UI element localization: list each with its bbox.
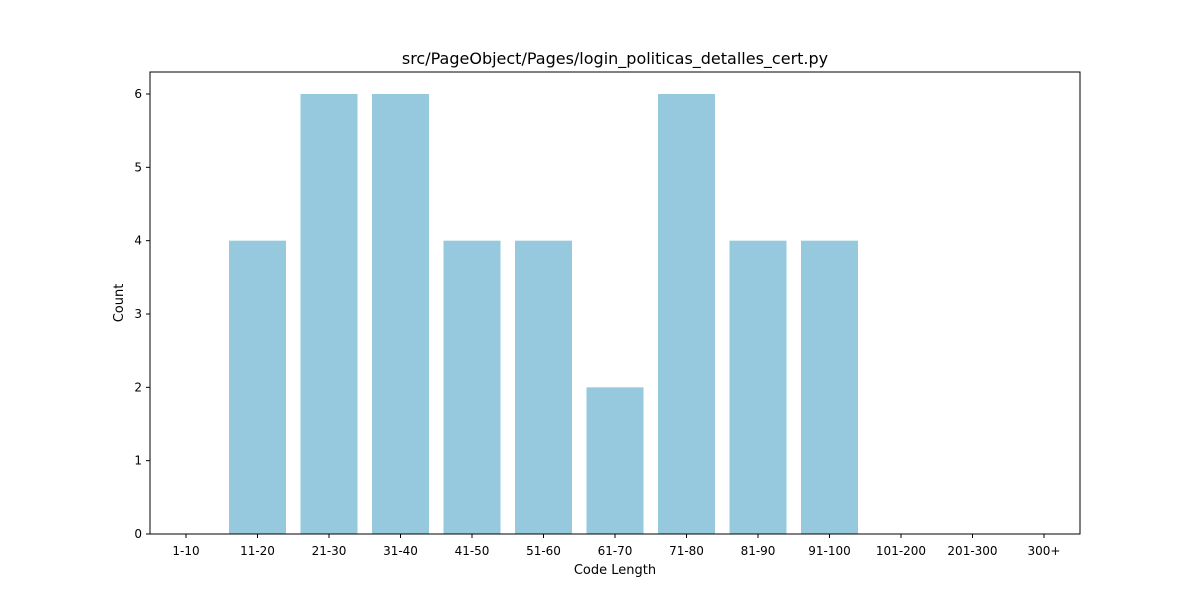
chart-title: src/PageObject/Pages/login_politicas_det… — [402, 49, 828, 69]
x-tick-label: 11-20 — [240, 544, 275, 558]
bar-21-30 — [300, 94, 358, 534]
x-tick-label: 101-200 — [876, 544, 926, 558]
bar-31-40 — [372, 94, 429, 534]
y-axis: 0 1 2 3 4 5 6 — [134, 87, 150, 541]
y-tick-label: 3 — [134, 307, 142, 321]
x-tick-label: 21-30 — [312, 544, 347, 558]
y-tick-label: 2 — [134, 380, 142, 394]
bar-41-50 — [443, 240, 501, 534]
bar-11-20 — [229, 240, 286, 534]
bar-51-60 — [515, 240, 572, 534]
x-tick-label: 71-80 — [669, 544, 704, 558]
y-tick-label: 6 — [134, 87, 142, 101]
bars-layer — [229, 94, 858, 534]
bar-91-100 — [801, 240, 858, 534]
y-tick-label: 5 — [134, 160, 142, 174]
y-axis-label: Count — [112, 284, 127, 323]
x-tick-label: 31-40 — [383, 544, 418, 558]
y-tick-label: 4 — [134, 234, 142, 248]
x-tick-label: 81-90 — [741, 544, 776, 558]
x-axis-label: Code Length — [574, 563, 656, 578]
x-tick-label: 91-100 — [808, 544, 851, 558]
x-tick-label: 41-50 — [455, 544, 490, 558]
x-axis: 1-10 11-20 21-30 31-40 41-50 51-60 61-70 71-80 8… — [172, 534, 1060, 558]
x-tick-label: 1-10 — [172, 544, 199, 558]
bar-61-70 — [586, 387, 644, 534]
x-tick-label: 300+ — [1028, 544, 1061, 558]
x-tick-label: 51-60 — [526, 544, 561, 558]
y-tick-label: 0 — [134, 527, 142, 541]
x-tick-label: 201-300 — [947, 544, 997, 558]
y-tick-label: 1 — [134, 454, 142, 468]
x-tick-label: 61-70 — [598, 544, 633, 558]
bar-71-80 — [658, 94, 715, 534]
bar-81-90 — [729, 240, 787, 534]
